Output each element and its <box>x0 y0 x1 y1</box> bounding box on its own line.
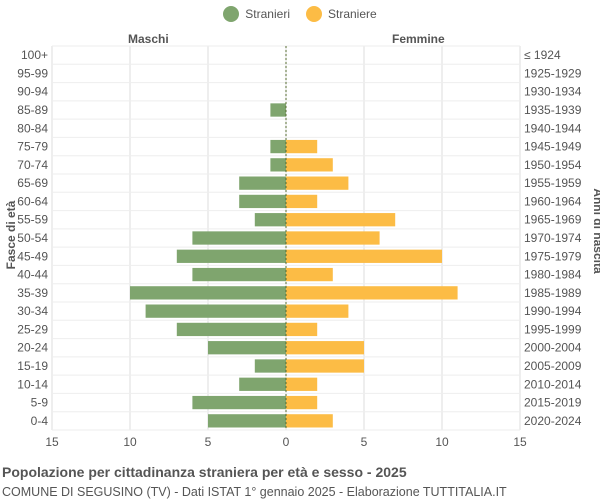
bar-female-40-44[interactable] <box>286 267 333 282</box>
bar-female-35-39[interactable] <box>286 286 458 300</box>
bar-male-15-19[interactable] <box>254 359 286 373</box>
bar-female-0-4[interactable] <box>286 414 333 428</box>
bar-male-75-79[interactable] <box>270 139 286 154</box>
birth-year-label: 1995-1999 <box>524 322 582 336</box>
chart-subtitle: COMUNE DI SEGUSINO (TV) - Dati ISTAT 1° … <box>2 485 507 499</box>
age-group-label: 25-29 <box>17 322 48 336</box>
age-group-label: 30-34 <box>17 304 48 318</box>
side-label-left: Maschi <box>128 32 169 46</box>
birth-year-label: 1940-1944 <box>524 121 582 135</box>
bar-female-20-24[interactable] <box>286 341 364 355</box>
age-group-label: 40-44 <box>17 268 48 282</box>
legend-swatch-female <box>305 6 322 22</box>
birth-year-label: 2005-2009 <box>524 359 582 373</box>
bar-male-55-59[interactable] <box>254 213 286 227</box>
age-group-label: 60-64 <box>17 194 48 208</box>
age-group-label: 70-74 <box>17 158 48 172</box>
age-group-label: 80-84 <box>17 121 48 135</box>
pyramid-chart: 15 10 5 0 5 10 15 100+ ≤ 1924 95-99 1925-1929 90-94… <box>17 45 582 449</box>
bar-female-55-59[interactable] <box>286 213 396 227</box>
birth-year-label: 1930-1934 <box>524 85 582 99</box>
bar-male-85-89[interactable] <box>270 103 286 117</box>
bar-male-20-24[interactable] <box>208 341 286 355</box>
age-group-label: 90-94 <box>17 85 48 99</box>
x-tick-label: 15 <box>513 435 527 449</box>
bar-female-65-69[interactable] <box>286 176 349 190</box>
bar-male-40-44[interactable] <box>192 267 286 282</box>
birth-year-label: 1960-1964 <box>524 194 582 208</box>
x-tick-label: 5 <box>205 435 212 449</box>
bar-female-5-9[interactable] <box>286 395 318 410</box>
birth-year-label: 1955-1959 <box>524 176 582 190</box>
x-tick-label: 15 <box>45 435 59 449</box>
legend-item-male[interactable]: Stranieri <box>223 6 290 22</box>
age-group-label: 20-24 <box>17 341 48 355</box>
bar-female-50-54[interactable] <box>286 231 380 245</box>
x-tick-label: 10 <box>435 435 449 449</box>
age-group-label: 45-49 <box>17 249 48 263</box>
birth-year-label: 1985-1989 <box>524 286 582 300</box>
birth-year-label: 1950-1954 <box>524 158 582 172</box>
bar-male-10-14[interactable] <box>239 377 286 391</box>
bar-female-45-49[interactable] <box>286 249 442 263</box>
bar-female-30-34[interactable] <box>286 304 349 318</box>
chart-title: Popolazione per cittadinanza straniera p… <box>2 464 407 480</box>
age-group-label: 0-4 <box>31 414 49 428</box>
x-tick-label: 5 <box>361 435 368 449</box>
bar-male-50-54[interactable] <box>192 231 286 245</box>
birth-year-label: 1935-1939 <box>524 103 582 117</box>
bar-male-5-9[interactable] <box>192 395 286 410</box>
bar-male-60-64[interactable] <box>239 194 286 209</box>
age-group-label: 55-59 <box>17 213 48 227</box>
bar-female-25-29[interactable] <box>286 322 318 337</box>
birth-year-label: 2020-2024 <box>524 414 582 428</box>
age-group-label: 5-9 <box>31 396 49 410</box>
birth-year-label: 1990-1994 <box>524 304 582 318</box>
birth-year-label: ≤ 1924 <box>524 48 561 62</box>
birth-year-label: 2015-2019 <box>524 396 582 410</box>
bar-female-15-19[interactable] <box>286 359 364 373</box>
age-group-label: 85-89 <box>17 103 48 117</box>
bar-female-75-79[interactable] <box>286 139 318 154</box>
age-group-label: 15-19 <box>17 359 48 373</box>
bar-male-65-69[interactable] <box>239 176 286 190</box>
bar-female-70-74[interactable] <box>286 158 333 172</box>
bar-male-0-4[interactable] <box>208 414 286 428</box>
side-label-right: Femmine <box>392 32 445 46</box>
birth-year-label: 1925-1929 <box>524 66 582 80</box>
age-group-label: 95-99 <box>17 66 48 80</box>
bar-male-30-34[interactable] <box>145 304 286 318</box>
legend-item-female[interactable]: Straniere <box>305 6 377 22</box>
age-group-label: 50-54 <box>17 231 48 245</box>
birth-year-label: 1975-1979 <box>524 249 582 263</box>
birth-year-label: 1970-1974 <box>524 231 582 245</box>
legend: Stranieri Straniere <box>0 6 600 22</box>
age-group-label: 65-69 <box>17 176 48 190</box>
age-group-label: 75-79 <box>17 140 48 154</box>
birth-year-label: 1945-1949 <box>524 140 582 154</box>
bar-male-25-29[interactable] <box>176 322 286 337</box>
bar-male-35-39[interactable] <box>130 286 286 300</box>
legend-label-female: Straniere <box>327 7 377 21</box>
age-group-label: 35-39 <box>17 286 48 300</box>
legend-label-male: Stranieri <box>245 7 290 21</box>
birth-year-label: 2010-2014 <box>524 377 582 391</box>
legend-swatch-male <box>223 6 240 22</box>
bar-male-70-74[interactable] <box>270 158 286 172</box>
bar-male-45-49[interactable] <box>176 249 286 263</box>
age-group-label: 10-14 <box>17 377 48 391</box>
birth-year-label: 2000-2004 <box>524 341 582 355</box>
bar-female-60-64[interactable] <box>286 194 318 209</box>
bar-female-10-14[interactable] <box>286 377 318 391</box>
age-group-label: 100+ <box>21 48 48 62</box>
x-tick-label: 10 <box>123 435 137 449</box>
birth-year-label: 1980-1984 <box>524 268 582 282</box>
birth-year-label: 1965-1969 <box>524 213 582 227</box>
x-tick-label: 0 <box>283 435 290 449</box>
